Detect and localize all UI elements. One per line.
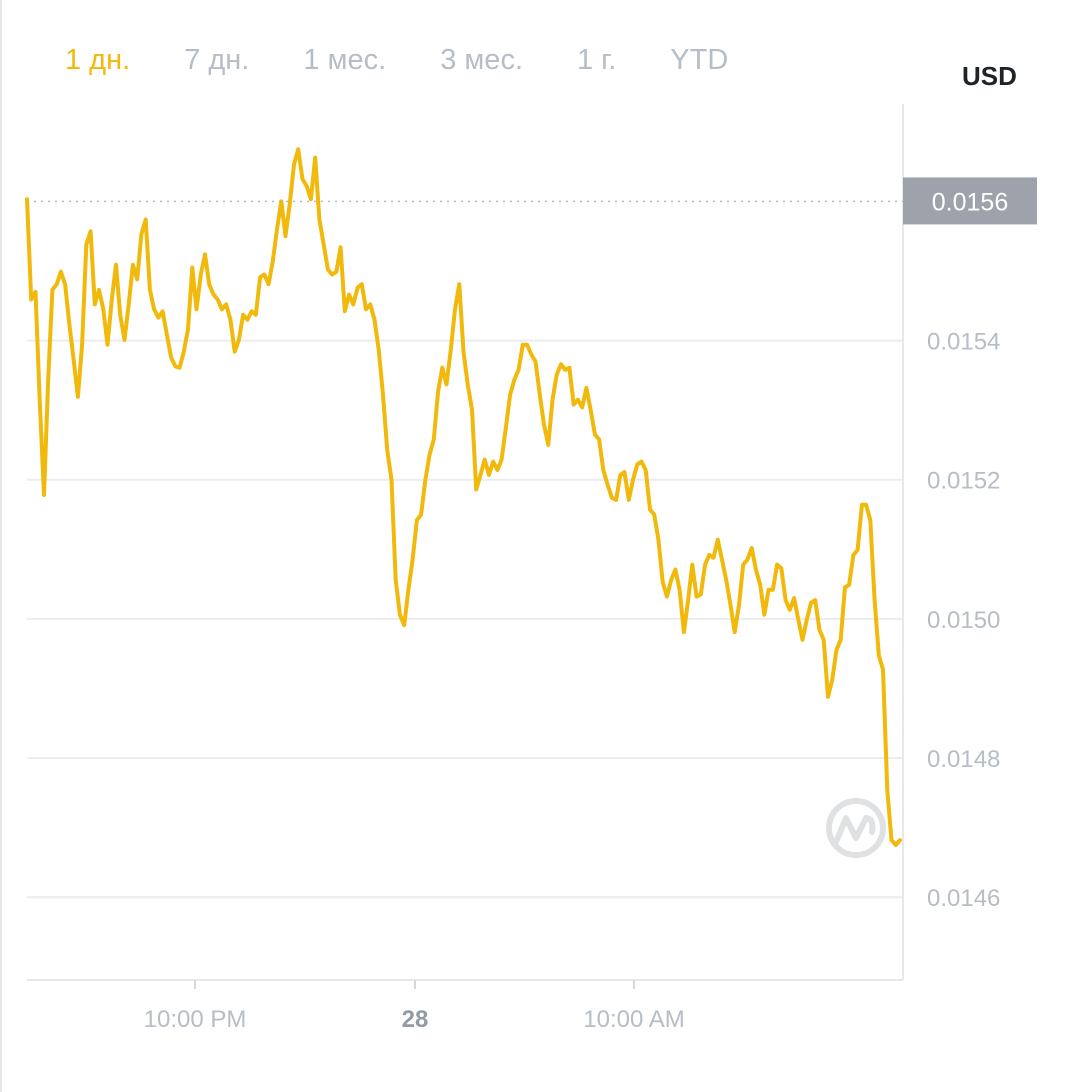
x-tick-label: 10:00 PM — [144, 1006, 247, 1033]
tab-7-days[interactable]: 7 дн. — [184, 44, 250, 76]
y-tick-label: 0.0146 — [927, 885, 1000, 912]
current-price-value: 0.0156 — [932, 188, 1008, 216]
timeframe-tabs: 1 дн. 7 дн. 1 мес. 3 мес. 1 г. YTD — [65, 44, 782, 77]
y-tick-label: 0.0150 — [927, 607, 1000, 634]
y-tick-label: 0.0148 — [927, 746, 1000, 773]
tab-1-month[interactable]: 1 мес. — [303, 44, 387, 76]
tab-ytd[interactable]: YTD — [670, 44, 729, 76]
current-price-badge: 0.0156 — [903, 177, 1037, 225]
y-tick-label: 0.0154 — [927, 329, 1000, 356]
x-tick-label: 10:00 AM — [583, 1006, 684, 1033]
tab-1-year[interactable]: 1 г. — [577, 44, 617, 76]
x-tick-label: 28 — [402, 1006, 429, 1033]
currency-label: USD — [962, 61, 1017, 91]
tab-3-months[interactable]: 3 мес. — [440, 44, 523, 76]
tab-1-day[interactable]: 1 дн. — [65, 44, 131, 76]
coinmarketcap-watermark-icon — [826, 798, 886, 858]
price-line — [25, 147, 902, 847]
y-tick-label: 0.0152 — [927, 468, 1000, 495]
